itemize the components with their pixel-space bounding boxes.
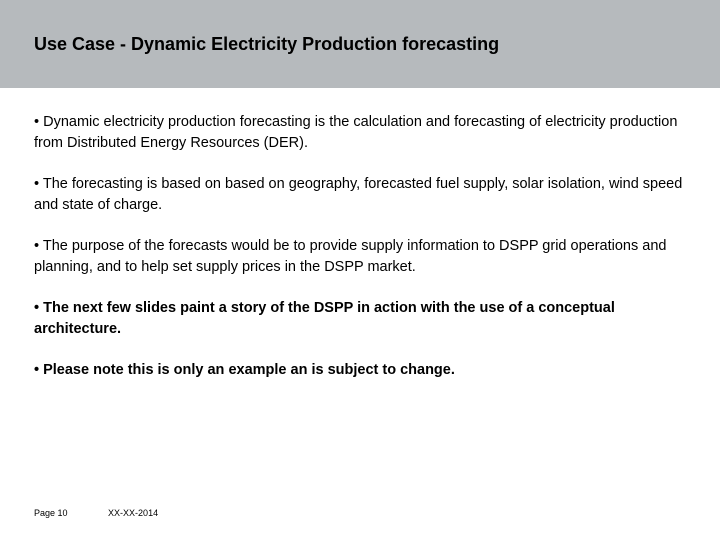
footer: Page 10 XX-XX-2014 bbox=[34, 508, 158, 518]
bullet-item: • Please note this is only an example an… bbox=[34, 360, 686, 381]
bullet-item: • The next few slides paint a story of t… bbox=[34, 298, 686, 340]
header-bar: Use Case - Dynamic Electricity Productio… bbox=[0, 0, 720, 88]
slide-title: Use Case - Dynamic Electricity Productio… bbox=[34, 32, 499, 56]
bullet-item: • The purpose of the forecasts would be … bbox=[34, 236, 686, 278]
footer-date: XX-XX-2014 bbox=[108, 508, 158, 518]
content-area: • Dynamic electricity production forecas… bbox=[0, 88, 720, 381]
bullet-item: • Dynamic electricity production forecas… bbox=[34, 112, 686, 154]
page-number: Page 10 bbox=[34, 508, 68, 518]
bullet-item: • The forecasting is based on based on g… bbox=[34, 174, 686, 216]
